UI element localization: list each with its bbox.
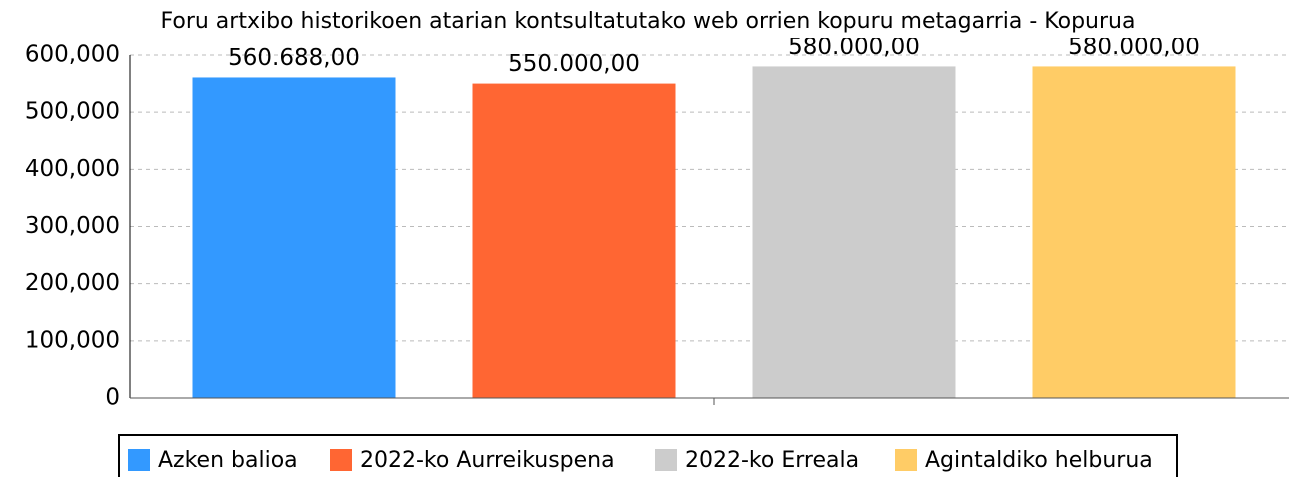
legend-swatch <box>128 449 150 471</box>
y-tick-label: 300,000 <box>25 213 120 239</box>
data-label: 580.000,00 <box>1068 34 1200 60</box>
legend-swatch <box>895 449 917 471</box>
y-tick-label: 200,000 <box>25 270 120 296</box>
legend-label: 2022-ko Aurreikuspena <box>360 448 615 473</box>
data-label: 560.688,00 <box>228 45 360 71</box>
bar <box>1032 66 1236 398</box>
y-tick-label: 0 <box>105 385 120 411</box>
legend-swatch <box>655 449 677 471</box>
legend-label: 2022-ko Erreala <box>685 448 859 473</box>
data-label: 580.000,00 <box>788 34 920 60</box>
y-tick-label: 100,000 <box>25 327 120 353</box>
bar <box>192 77 396 398</box>
chart-title: Foru artxibo historikoen atarian kontsul… <box>161 9 1136 34</box>
y-tick-label: 500,000 <box>25 99 120 125</box>
legend-label: Agintaldiko helburua <box>925 448 1153 473</box>
y-tick-label: 600,000 <box>25 42 120 68</box>
bar <box>472 83 676 398</box>
legend-box <box>118 434 1178 477</box>
y-tick-label: 400,000 <box>25 156 120 182</box>
data-label: 550.000,00 <box>508 51 640 77</box>
bar <box>752 66 956 398</box>
legend-swatch <box>330 449 352 471</box>
legend-label: Azken balioa <box>158 448 298 473</box>
